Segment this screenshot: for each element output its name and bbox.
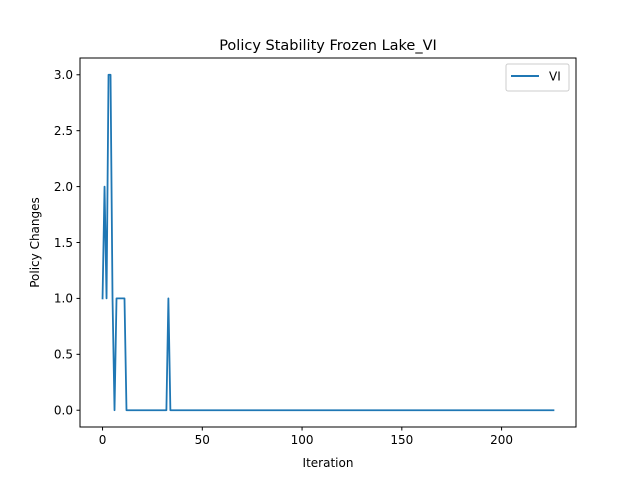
legend-label: VI bbox=[549, 70, 561, 84]
y-tick-label: 2.0 bbox=[54, 180, 73, 194]
x-axis: 0 50 100 150 200 bbox=[99, 427, 513, 447]
y-tick-label: 1.0 bbox=[54, 292, 73, 306]
x-tick-label: 0 bbox=[99, 433, 107, 447]
series-line-vi bbox=[101, 73, 555, 412]
y-tick-label: 1.5 bbox=[54, 236, 73, 250]
plot-area: 0 50 100 150 200 0.0 0.5 1.0 1.5 2.0 2.5 3.0 bbox=[54, 57, 577, 447]
y-tick-label: 2.5 bbox=[54, 124, 73, 138]
x-tick-label: 200 bbox=[490, 433, 513, 447]
legend-box bbox=[505, 63, 570, 92]
x-tick-label: 150 bbox=[390, 433, 413, 447]
y-axis-label: Policy Changes bbox=[28, 197, 42, 288]
legend: VI bbox=[505, 63, 570, 92]
y-axis: 0.0 0.5 1.0 1.5 2.0 2.5 3.0 bbox=[54, 68, 80, 418]
x-tick-label: 100 bbox=[291, 433, 314, 447]
x-tick-label: 50 bbox=[195, 433, 210, 447]
chart-title: Policy Stability Frozen Lake_VI bbox=[219, 38, 437, 54]
y-tick-label: 0.5 bbox=[54, 348, 73, 362]
y-tick-label: 0.0 bbox=[54, 404, 73, 418]
series-layer bbox=[101, 73, 555, 412]
x-axis-label: Iteration bbox=[303, 456, 354, 470]
y-tick-label: 3.0 bbox=[54, 68, 73, 82]
